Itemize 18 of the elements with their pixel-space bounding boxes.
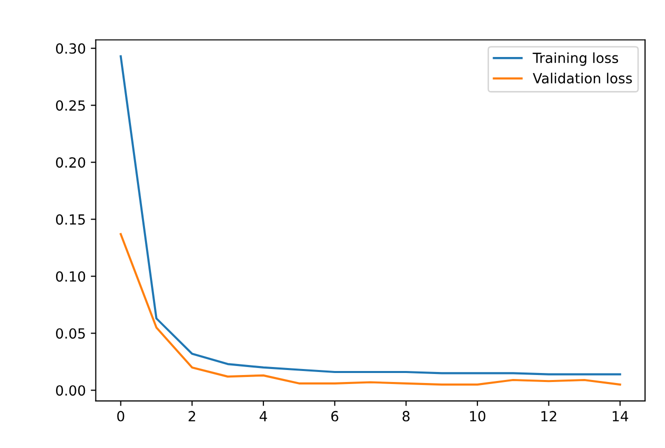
legend-label: Validation loss: [532, 72, 632, 84]
y-tick-label: 0.10: [56, 271, 86, 282]
x-tick-label: 6: [331, 410, 338, 422]
x-tick-label: 0: [117, 410, 124, 422]
x-tick-label: 10: [470, 410, 486, 422]
y-tick-label: 0.20: [56, 157, 86, 168]
x-tick-label: 2: [188, 410, 196, 422]
y-tick-label: 0.30: [56, 43, 86, 54]
x-tick-label: 4: [260, 411, 268, 422]
x-tick-label: 12: [541, 410, 556, 422]
y-tick-label: 0.00: [56, 385, 86, 396]
y-tick-label: 0.05: [56, 328, 85, 339]
x-tick-label: 8: [402, 410, 410, 422]
legend-label: Training loss: [532, 52, 618, 66]
y-tick-label: 0.25: [56, 100, 85, 111]
x-tick-label: 14: [612, 411, 628, 422]
y-tick-label: 0.15: [56, 214, 85, 225]
line-series: [120, 233, 622, 386]
